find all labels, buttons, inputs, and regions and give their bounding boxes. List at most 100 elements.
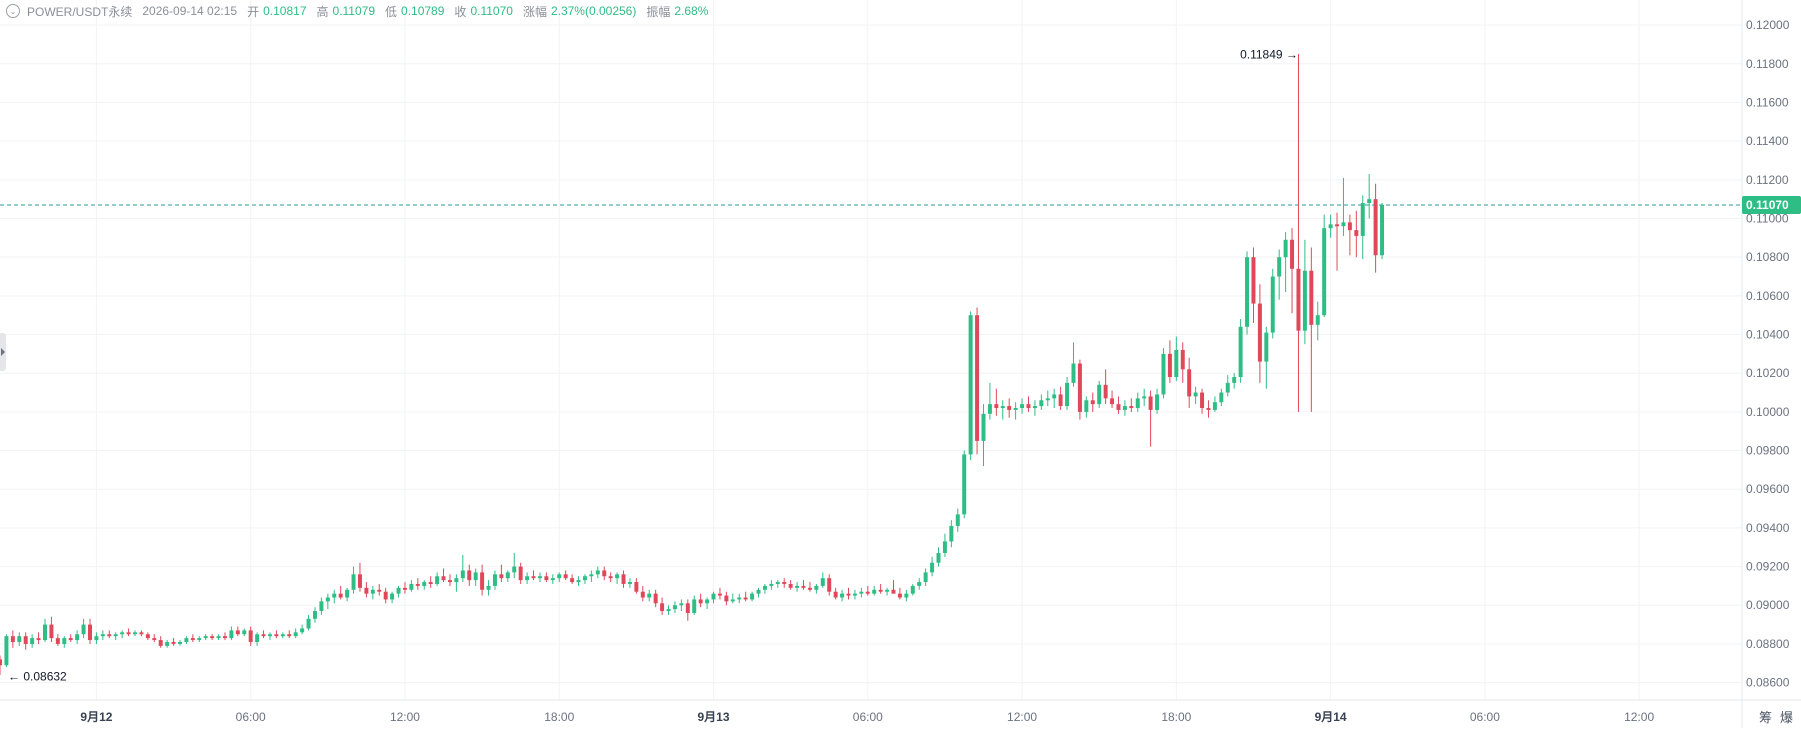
x-tick-label: 18:00 [544, 710, 574, 724]
candle-body [132, 632, 137, 635]
candle-body [621, 574, 626, 584]
candle-body [1232, 377, 1237, 383]
candle-down [171, 638, 176, 646]
candle-body [994, 404, 999, 409]
candle-body [743, 597, 748, 600]
y-tick-label: 0.11000 [1746, 212, 1789, 226]
candle-up [647, 589, 652, 602]
candle-up [94, 632, 99, 644]
candle-body [582, 576, 587, 581]
chip-distribution-icon[interactable]: 筹 [1758, 710, 1772, 725]
candle-body [846, 593, 851, 596]
candle-body [267, 634, 272, 637]
candle-up [730, 593, 735, 604]
candle-down [68, 634, 73, 642]
candle-body [4, 636, 9, 666]
candle-body [1335, 224, 1340, 227]
candle-body [840, 593, 845, 598]
candle-up [100, 630, 105, 641]
candle-body [1084, 400, 1089, 412]
candle-body [415, 583, 420, 586]
candle-up [769, 580, 774, 590]
y-tick-label: 0.11600 [1746, 95, 1789, 109]
change-label: 涨幅 [522, 4, 547, 19]
candle-body [544, 576, 549, 581]
candle-body [1225, 382, 1230, 393]
candle-up [396, 585, 401, 598]
candle-up [672, 601, 677, 613]
candle-body [55, 638, 60, 644]
candle-up [949, 520, 954, 548]
candle-down [36, 632, 41, 644]
candle-up [1142, 388, 1147, 407]
open-label: 开 [247, 4, 260, 19]
candle-up [1097, 380, 1102, 409]
candle-body [30, 638, 35, 644]
candle-body [107, 634, 112, 637]
candle-body [955, 514, 960, 526]
candle-up [486, 580, 491, 596]
candle-up [795, 582, 800, 592]
candle-body [152, 638, 157, 641]
candle-down [1007, 398, 1012, 418]
x-tick-label: 06:00 [853, 710, 883, 724]
y-tick-label: 0.11200 [1746, 173, 1789, 187]
candle-up [4, 634, 9, 668]
candle-up [422, 580, 427, 590]
candle-body [1032, 406, 1037, 409]
candle-up [492, 570, 497, 590]
candle-body [351, 574, 356, 590]
candle-down [287, 630, 292, 639]
candle-body [370, 589, 375, 594]
candle-up [1302, 239, 1307, 345]
candle-body [1315, 315, 1320, 325]
candle-body [775, 582, 780, 584]
liquidation-icon[interactable]: 爆 [1779, 710, 1793, 725]
candle-body [332, 593, 337, 598]
candle-down [210, 634, 215, 641]
candle-up [435, 572, 440, 586]
price-axis[interactable]: 0.12000 0.11800 0.11600 0.11400 0.11200 0.110… [1746, 18, 1790, 689]
candle-body [679, 603, 684, 606]
candle-up [229, 626, 234, 641]
y-tick-label: 0.09200 [1746, 560, 1790, 574]
candle-body [550, 578, 555, 581]
candle-body [338, 593, 343, 598]
candle-body [904, 593, 909, 598]
symbol-label: POWER/USDT永续 [27, 4, 133, 19]
time-axis[interactable]: 9月12 06:00 12:00 18:00 9月13 06:00 12:00 18:00 9月… [80, 710, 1654, 724]
collapse-toggle-icon[interactable]: ⌄ [6, 4, 20, 18]
candle-up [242, 628, 247, 637]
candle-down [152, 634, 157, 642]
candle-body [1257, 303, 1262, 362]
candle-body [801, 585, 806, 588]
candle-body [1077, 363, 1082, 412]
candle-body [1142, 396, 1147, 399]
extreme-annotations: 0.11849 → ← 0.08632 [8, 47, 1298, 683]
candle-down [338, 585, 343, 600]
candle-down [833, 587, 838, 600]
candle-up [267, 632, 272, 641]
candle-down [235, 626, 240, 637]
candle-body [190, 638, 195, 641]
candle-down [274, 630, 279, 639]
candle-up [1045, 390, 1050, 407]
candle-body [859, 591, 864, 594]
candle-down [126, 628, 131, 637]
candle-up [113, 632, 118, 641]
candle-up [711, 591, 716, 604]
candle-up [1000, 400, 1005, 420]
candle-up [705, 597, 710, 610]
candle-up [885, 587, 890, 596]
candle-body [865, 591, 870, 594]
candle-up [1174, 336, 1179, 381]
side-panel-expand-handle[interactable] [0, 333, 6, 371]
candle-down [788, 580, 793, 590]
x-tick-label: 9月12 [80, 710, 112, 724]
candle-up [1270, 268, 1275, 339]
candle-down [1129, 398, 1134, 412]
candle-down [724, 591, 729, 606]
candle-body [640, 591, 645, 598]
